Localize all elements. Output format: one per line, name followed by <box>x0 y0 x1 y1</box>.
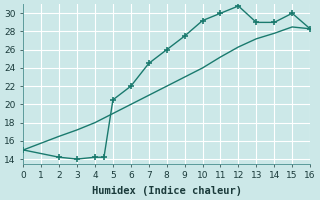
X-axis label: Humidex (Indice chaleur): Humidex (Indice chaleur) <box>92 186 242 196</box>
